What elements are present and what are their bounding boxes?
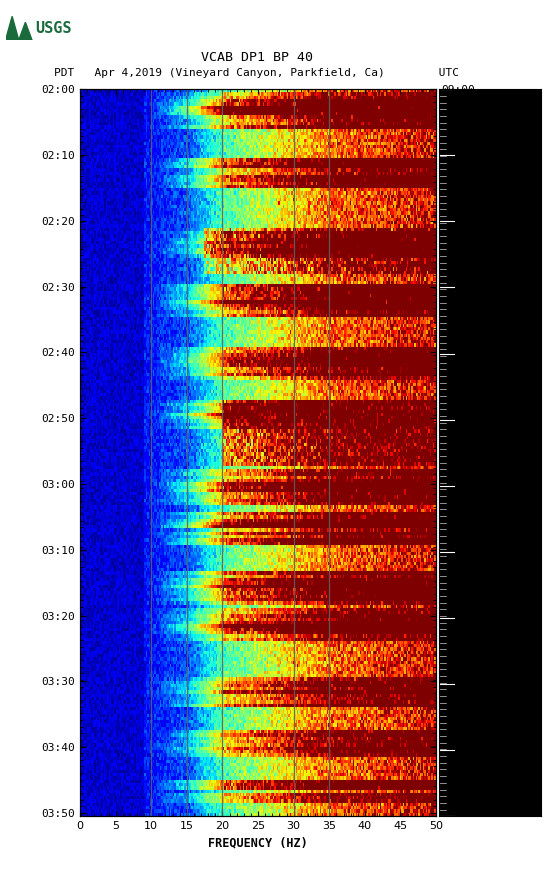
Text: PDT   Apr 4,2019 (Vineyard Canyon, Parkfield, Ca)        UTC: PDT Apr 4,2019 (Vineyard Canyon, Parkfie… bbox=[54, 68, 459, 78]
X-axis label: FREQUENCY (HZ): FREQUENCY (HZ) bbox=[208, 837, 308, 849]
Text: USGS: USGS bbox=[35, 21, 72, 36]
Polygon shape bbox=[6, 16, 32, 40]
Text: VCAB DP1 BP 40: VCAB DP1 BP 40 bbox=[201, 52, 312, 64]
